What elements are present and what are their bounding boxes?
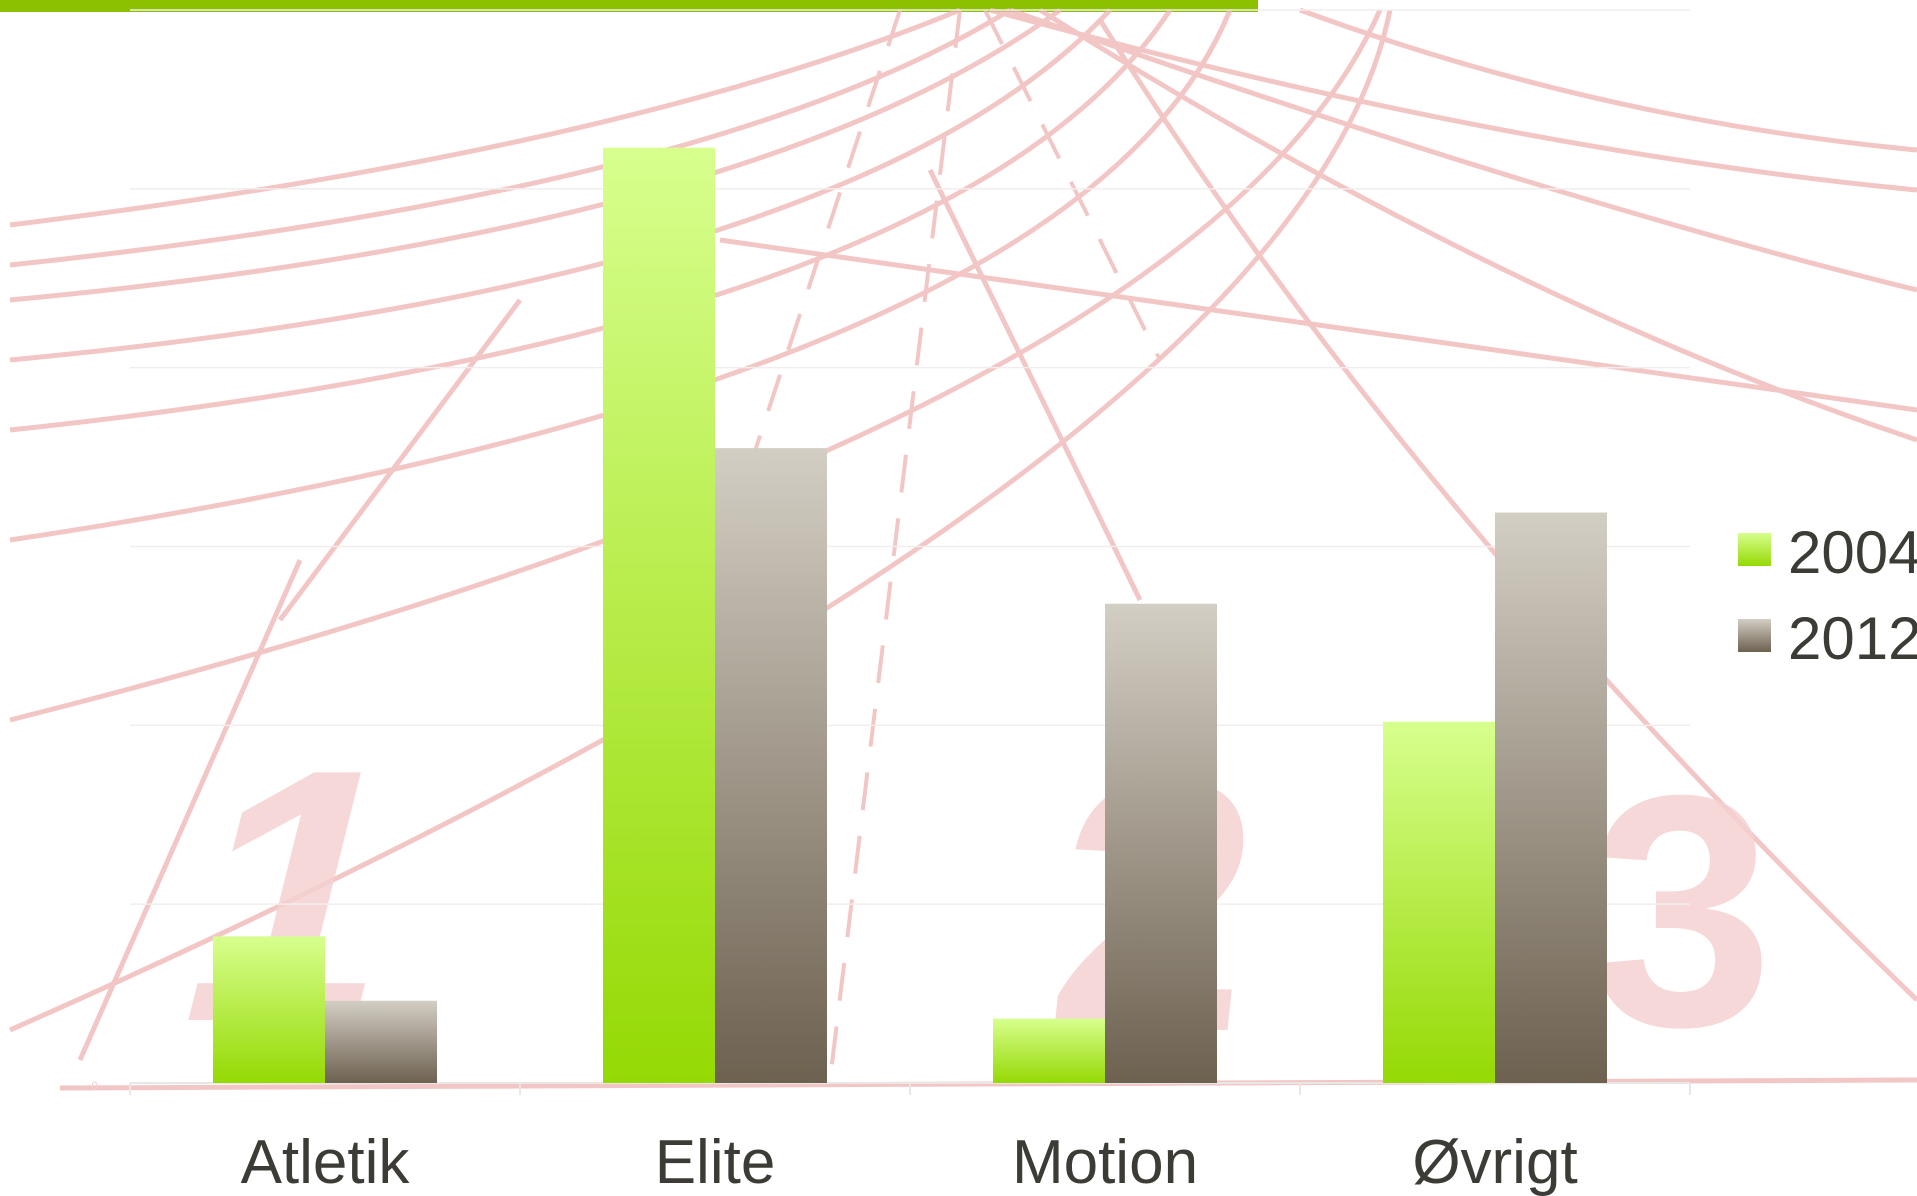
bar-2012-øvrigt — [1495, 512, 1607, 1083]
bars — [213, 147, 1607, 1083]
legend: 2004 2012 — [1738, 519, 1917, 672]
legend-label-2012: 2012 — [1788, 605, 1917, 672]
bar-2004-atletik — [213, 936, 325, 1083]
legend-label-2004: 2004 — [1788, 519, 1917, 586]
category-label: Motion — [1012, 1128, 1198, 1196]
top-accent-bar — [0, 0, 1258, 12]
category-labels: Atletik Elite Motion Øvrigt — [241, 1128, 1578, 1196]
bar-2004-motion — [993, 1018, 1105, 1083]
category-label: Atletik — [241, 1128, 411, 1196]
y-tick-label: 0 — [91, 1079, 98, 1093]
legend-swatch-2012 — [1738, 619, 1771, 652]
bar-2012-elite — [715, 448, 827, 1083]
bar-2012-motion — [1105, 603, 1217, 1083]
bar-2004-øvrigt — [1383, 721, 1495, 1083]
bar-2012-atletik — [325, 1000, 437, 1083]
category-label: Øvrigt — [1412, 1128, 1577, 1196]
bar-2004-elite — [603, 147, 715, 1083]
lane-number-3: 3 — [1590, 726, 1774, 1095]
legend-swatch-2004 — [1738, 533, 1771, 566]
category-label: Elite — [655, 1128, 776, 1196]
